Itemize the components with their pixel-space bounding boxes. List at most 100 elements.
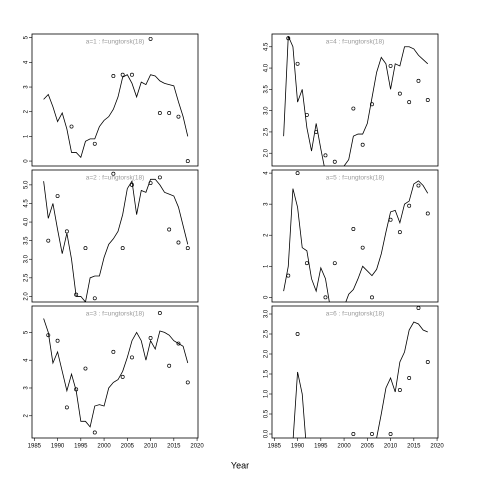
x-tick-label: 1985: [268, 444, 282, 450]
plot-area: [283, 171, 430, 302]
plot-area: [43, 310, 190, 435]
y-tick-label: 1: [264, 264, 270, 268]
x-tick-label: 2015: [167, 444, 181, 450]
point: [397, 91, 402, 96]
x-tick-label: 2020: [190, 444, 204, 450]
point: [351, 432, 356, 436]
point: [397, 388, 402, 392]
point: [295, 171, 300, 176]
x-tick-label: 1995: [314, 444, 328, 450]
y-tick-label: 3: [264, 202, 270, 206]
line: [43, 178, 189, 302]
y-tick-label: 2.5: [24, 273, 30, 282]
y-tick-label: 4.5: [24, 199, 30, 208]
point: [185, 246, 190, 251]
point: [74, 387, 79, 392]
point: [111, 171, 116, 176]
y-tick-label: 0.0: [264, 429, 270, 438]
point: [64, 229, 69, 234]
plot-area: [43, 171, 190, 302]
point: [407, 203, 412, 208]
point: [55, 338, 60, 343]
y-tick-label: 1: [24, 134, 30, 138]
point: [120, 374, 125, 379]
plot-area: [283, 35, 430, 166]
point: [425, 360, 430, 364]
point: [351, 227, 356, 231]
point: [83, 246, 88, 251]
point: [46, 238, 51, 243]
point: [157, 310, 162, 315]
y-tick-label: 3.5: [24, 236, 30, 245]
panel-frame: [31, 33, 199, 167]
panel-title: a=4 : f=ungtorsk(18): [326, 39, 385, 46]
point: [111, 349, 116, 354]
x-tick-label: 1990: [51, 444, 65, 450]
x-tick-label: 2000: [97, 444, 111, 450]
y-tick-label: 3.5: [264, 85, 270, 94]
point: [286, 36, 291, 41]
point: [148, 181, 153, 185]
line: [292, 321, 428, 438]
y-tick-label: 4: [264, 171, 270, 175]
x-tick-label: 1990: [291, 444, 305, 450]
y-tick-label: 0.5: [264, 409, 270, 418]
y-tick-label: 2.0: [24, 292, 30, 301]
plot-area: [292, 306, 430, 438]
point: [55, 194, 60, 198]
point: [360, 245, 365, 250]
point: [92, 296, 97, 301]
y-tick-label: 3: [24, 386, 30, 390]
point: [370, 295, 374, 300]
y-tick-label: 4.5: [264, 42, 270, 51]
point: [167, 111, 172, 115]
panel-frame: [31, 305, 199, 439]
point: [425, 98, 430, 102]
line: [283, 35, 429, 166]
y-tick-label: 2: [24, 109, 30, 113]
y-tick-label: 3: [24, 85, 30, 89]
panel-title: a=2 : f=ungtorsk(18): [86, 175, 145, 182]
point: [295, 332, 300, 336]
point: [130, 355, 134, 360]
point: [388, 63, 393, 68]
y-tick-label: 4.0: [24, 217, 30, 226]
point: [314, 129, 319, 134]
plot-area: [43, 36, 190, 164]
point: [148, 336, 153, 340]
x-tick-label: 2010: [144, 444, 158, 450]
point: [304, 261, 309, 266]
y-tick-label: 3.0: [264, 106, 270, 115]
point: [323, 295, 328, 300]
x-tick-label: 2005: [121, 444, 135, 450]
point: [148, 36, 153, 41]
y-tick-label: 2.0: [264, 349, 270, 358]
point: [69, 124, 74, 129]
point: [64, 405, 69, 410]
point: [295, 61, 300, 66]
x-tick-label: 2000: [337, 444, 351, 450]
y-tick-label: 5: [24, 35, 30, 39]
y-tick-label: 2.0: [264, 148, 270, 157]
point: [176, 341, 181, 346]
point: [46, 333, 51, 338]
y-tick-label: 4: [24, 60, 30, 64]
y-tick-label: 4: [24, 358, 30, 362]
panel-title: a=5 : f=ungtorsk(18): [326, 175, 385, 182]
y-tick-label: 2.5: [264, 329, 270, 338]
point: [407, 100, 412, 105]
point: [304, 112, 309, 117]
point: [370, 102, 374, 107]
y-tick-label: 2: [264, 233, 270, 237]
panel-title: a=6 : f=ungtorsk(18): [326, 311, 385, 318]
panel-title: a=3 : f=ungtorsk(18): [86, 311, 145, 318]
y-tick-label: 3.0: [264, 309, 270, 318]
point: [286, 273, 291, 278]
point: [120, 72, 125, 77]
point: [416, 306, 421, 310]
y-tick-label: 0: [24, 159, 30, 163]
panel-frame: [271, 33, 439, 167]
line: [43, 74, 189, 159]
